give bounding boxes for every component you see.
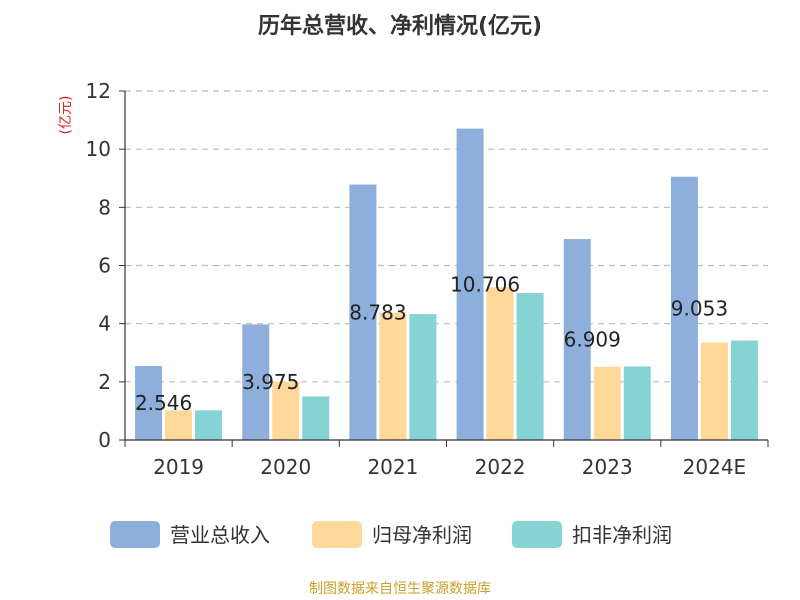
bar-营业总收入-2022 (456, 128, 484, 440)
gridlines (125, 90, 768, 383)
data-label: 2.546 (135, 391, 192, 415)
legend-label: 扣非净利润 (572, 523, 672, 547)
y-tick-label: 2 (98, 370, 111, 394)
bar-归母净利润-2022 (486, 287, 514, 440)
y-tick-label: 4 (98, 312, 111, 336)
y-tick-label: 10 (86, 137, 111, 161)
legend-swatch (110, 521, 160, 548)
y-tick-label: 8 (98, 195, 111, 219)
y-tick-label: 6 (98, 254, 111, 278)
legend-swatch (312, 521, 362, 548)
legend-item-扣非净利润[interactable]: 扣非净利润 (512, 521, 672, 548)
x-tick-label: 2023 (582, 455, 633, 479)
bar-扣非净利润-2020 (302, 396, 330, 440)
legend-item-归母净利润[interactable]: 归母净利润 (312, 521, 472, 548)
bars (135, 128, 758, 440)
axes: 0 2 4 6 8 10 12 2019 2020 2021 2022 2023 2024E (86, 79, 769, 479)
bar-归母净利润-2023 (593, 366, 621, 440)
bar-扣非净利润-2022 (516, 293, 544, 440)
y-tick-label: 0 (98, 428, 111, 452)
bar-营业总收入-2019 (135, 365, 163, 440)
data-labels: 2.546 3.975 8.783 10.706 6.909 9.053 (135, 272, 728, 415)
data-label: 3.975 (242, 370, 299, 394)
legend-label: 归母净利润 (372, 523, 472, 547)
source-note: 制图数据来自恒生聚源数据库 (309, 581, 491, 597)
bar-营业总收入-2021 (349, 184, 377, 440)
bar-扣非净利润-2021 (409, 314, 437, 440)
bar-营业总收入-2024E (670, 176, 698, 440)
data-label: 8.783 (349, 300, 406, 324)
bar-归母净利润-2019 (165, 410, 193, 440)
y-axis-unit-label: (亿元) (58, 96, 74, 135)
bar-营业总收入-2020 (242, 324, 270, 440)
legend-label: 营业总收入 (170, 523, 270, 547)
bar-归母净利润-2020 (272, 381, 300, 440)
x-tick-label: 2019 (153, 455, 204, 479)
x-tick-label: 2021 (367, 455, 418, 479)
legend-swatch (512, 521, 562, 548)
bar-归母净利润-2021 (379, 312, 407, 440)
x-tick-label: 2024E (683, 455, 747, 479)
bar-扣非净利润-2023 (623, 366, 651, 440)
bar-营业总收入-2023 (563, 239, 591, 440)
legend-item-营业总收入[interactable]: 营业总收入 (110, 521, 270, 548)
bar-扣非净利润-2024E (730, 340, 758, 440)
x-tick-label: 2020 (260, 455, 311, 479)
x-tick-label: 2022 (475, 455, 526, 479)
data-label: 10.706 (450, 272, 520, 296)
data-label: 6.909 (564, 328, 621, 352)
legend[interactable]: 营业总收入 归母净利润 扣非净利润 (110, 521, 672, 548)
chart-title: 历年总营收、净利情况(亿元) (258, 13, 542, 39)
y-tick-label: 12 (86, 79, 111, 103)
data-label: 9.053 (671, 296, 728, 320)
bar-扣非净利润-2019 (195, 410, 223, 440)
bar-归母净利润-2024E (700, 342, 728, 440)
